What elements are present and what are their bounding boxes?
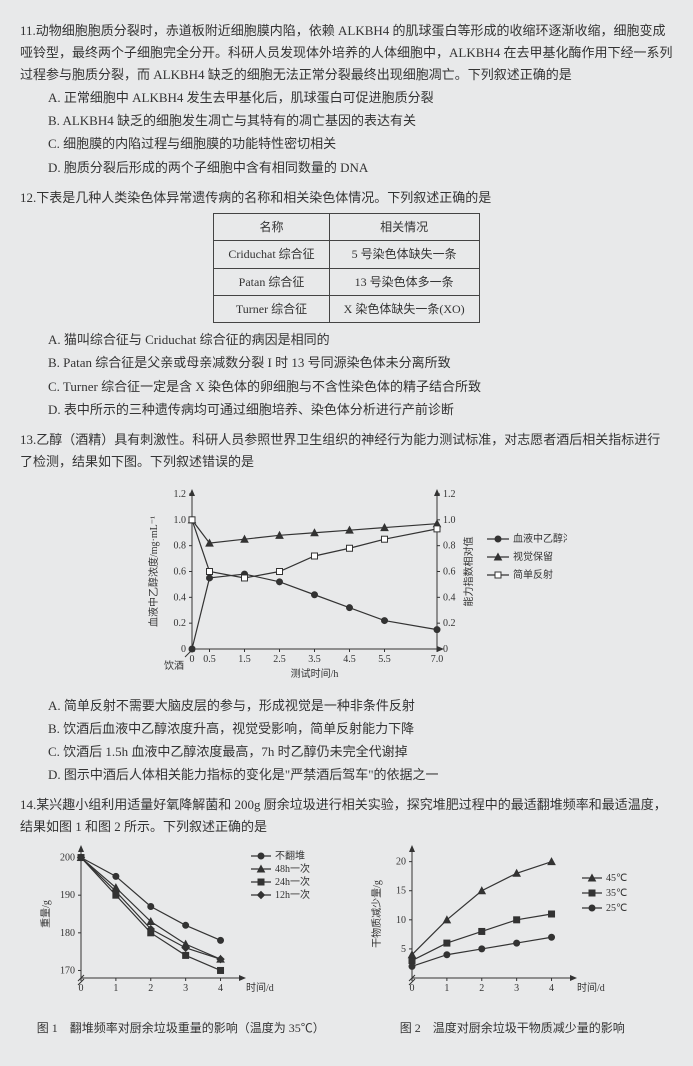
option-d: D. 图示中酒后人体相关能力指标的变化是"严禁酒后驾车"的依据之一 (20, 764, 673, 786)
th-info: 相关情况 (329, 213, 479, 240)
question-12: 12.下表是几种人类染色体异常遗传病的名称和相关染色体情况。下列叙述正确的是 名… (20, 187, 673, 421)
cell: Turner 综合征 (214, 295, 329, 322)
svg-text:0: 0 (189, 654, 194, 665)
question-14: 14.某兴趣小组利用适量好氧降解菌和 200g 厨余垃圾进行相关实验，探究堆肥过… (20, 794, 673, 1038)
svg-text:1.2: 1.2 (443, 489, 456, 500)
q-stem: 动物细胞胞质分裂时，赤道板附近细胞膜内陷，依赖 ALKBH4 的肌球蛋白等形成的… (20, 23, 673, 82)
svg-text:45℃: 45℃ (606, 873, 627, 884)
svg-text:能力指数相对值: 能力指数相对值 (462, 536, 475, 606)
svg-text:2: 2 (148, 983, 153, 994)
svg-text:5: 5 (401, 944, 406, 955)
svg-text:0.5: 0.5 (203, 654, 216, 665)
svg-text:0.8: 0.8 (173, 541, 186, 552)
q-stem: 下表是几种人类染色体异常遗传病的名称和相关染色体情况。下列叙述正确的是 (36, 190, 491, 205)
svg-text:4: 4 (218, 983, 223, 994)
q-number: 14. (20, 797, 36, 812)
svg-text:20: 20 (396, 857, 406, 868)
svg-text:0: 0 (443, 644, 448, 655)
svg-text:7.0: 7.0 (430, 654, 443, 665)
svg-text:190: 190 (60, 891, 75, 902)
svg-text:0.8: 0.8 (443, 541, 456, 552)
svg-text:10: 10 (396, 915, 406, 926)
question-13: 13.乙醇（酒精）具有刺激性。科研人员参照世界卫生组织的神经行为能力测试标准，对… (20, 429, 673, 787)
option-d: D. 表中所示的三种遗传病均可通过细胞培养、染色体分析进行产前诊断 (20, 399, 673, 421)
q-number: 11. (20, 23, 36, 38)
svg-text:不翻堆: 不翻堆 (275, 850, 305, 862)
th-name: 名称 (214, 213, 329, 240)
option-c: C. 细胞膜的内陷过程与细胞膜的功能特性密切相关 (20, 133, 673, 155)
svg-text:1: 1 (445, 983, 450, 994)
svg-text:血液中乙醇浓度/mg·mL⁻¹: 血液中乙醇浓度/mg·mL⁻¹ (147, 516, 160, 627)
svg-text:35℃: 35℃ (606, 888, 627, 899)
svg-text:0.2: 0.2 (173, 618, 186, 629)
svg-text:时间/d: 时间/d (246, 981, 274, 994)
option-a: A. 正常细胞中 ALKBH4 发生去甲基化后，肌球蛋白可促进胞质分裂 (20, 87, 673, 109)
svg-text:0: 0 (181, 644, 186, 655)
svg-text:重量/g: 重量/g (39, 901, 52, 929)
svg-text:0: 0 (78, 983, 83, 994)
svg-text:200: 200 (60, 853, 75, 864)
q-stem: 乙醇（酒精）具有刺激性。科研人员参照世界卫生组织的神经行为能力测试标准，对志愿者… (20, 432, 660, 469)
svg-text:2.5: 2.5 (273, 654, 286, 665)
cell: Criduchat 综合征 (214, 241, 329, 268)
svg-text:1: 1 (113, 983, 118, 994)
syndrome-table: 名称相关情况 Criduchat 综合征5 号染色体缺失一条 Patan 综合征… (213, 213, 479, 324)
chart2-caption: 图 2 温度对厨余垃圾干物质减少量的影响 (352, 1018, 674, 1038)
ethanol-chart: 000.20.20.40.40.60.60.80.81.01.01.21.200… (127, 479, 567, 689)
svg-text:血液中乙醇浓度: 血液中乙醇浓度 (513, 532, 567, 545)
svg-text:15: 15 (396, 886, 406, 897)
svg-text:0.2: 0.2 (443, 618, 456, 629)
svg-text:3.5: 3.5 (308, 654, 321, 665)
cell: 13 号染色体多一条 (329, 268, 479, 295)
svg-text:简单反射: 简单反射 (513, 568, 553, 581)
cell: 5 号染色体缺失一条 (329, 241, 479, 268)
option-d: D. 胞质分裂后形成的两个子细胞中含有相同数量的 DNA (20, 157, 673, 179)
q-stem: 某兴趣小组利用适量好氧降解菌和 200g 厨余垃圾进行相关实验，探究堆肥过程中的… (20, 797, 667, 834)
cell: Patan 综合征 (214, 268, 329, 295)
svg-text:测试时间/h: 测试时间/h (290, 667, 338, 680)
option-c: C. Turner 综合征一定是含 X 染色体的卵细胞与不含性染色体的精子结合所… (20, 376, 673, 398)
svg-text:0.6: 0.6 (443, 566, 456, 577)
svg-text:时间/d: 时间/d (577, 981, 605, 994)
svg-text:视觉保留: 视觉保留 (513, 550, 553, 563)
svg-text:0.4: 0.4 (443, 592, 456, 603)
chart1-caption: 图 1 翻堆频率对厨余垃圾重量的影响（温度为 35℃） (20, 1018, 342, 1038)
chart-2: 5 10 15 20 0 1 2 3 4 时间/d 干物质减少量/g 45℃ 35℃ 25℃ (362, 838, 662, 1008)
svg-text:5.5: 5.5 (378, 654, 391, 665)
svg-text:25℃: 25℃ (606, 903, 627, 914)
question-11: 11.动物细胞胞质分裂时，赤道板附近细胞膜内陷，依赖 ALKBH4 的肌球蛋白等… (20, 20, 673, 179)
svg-text:饮酒: 饮酒 (164, 659, 184, 672)
svg-text:4.5: 4.5 (343, 654, 356, 665)
option-b: B. ALKBH4 缺乏的细胞发生凋亡与其特有的凋亡基因的表达有关 (20, 110, 673, 132)
cell: X 染色体缺失一条(XO) (329, 295, 479, 322)
svg-text:3: 3 (183, 983, 188, 994)
svg-text:180: 180 (60, 928, 75, 939)
option-a: A. 猫叫综合征与 Criduchat 综合征的病因是相同的 (20, 329, 673, 351)
option-b: B. 饮酒后血液中乙醇浓度升高，视觉受影响，简单反射能力下降 (20, 718, 673, 740)
svg-text:1.0: 1.0 (443, 515, 456, 526)
svg-text:3: 3 (514, 983, 519, 994)
svg-text:24h一次: 24h一次 (275, 875, 310, 888)
svg-text:12h一次: 12h一次 (275, 888, 310, 901)
option-a: A. 简单反射不需要大脑皮层的参与，形成视觉是一种非条件反射 (20, 695, 673, 717)
svg-text:0: 0 (410, 983, 415, 994)
svg-text:4: 4 (549, 983, 554, 994)
option-c: C. 饮酒后 1.5h 血液中乙醇浓度最高，7h 时乙醇仍未完全代谢掉 (20, 741, 673, 763)
svg-text:1.0: 1.0 (173, 515, 186, 526)
q-number: 12. (20, 190, 36, 205)
svg-text:0.4: 0.4 (173, 592, 186, 603)
q-number: 13. (20, 432, 36, 447)
svg-text:0.6: 0.6 (173, 566, 186, 577)
chart-1: 170 180 190 200 0 1 2 3 4 时间/d 重量/g 不翻堆48h一次24h一次12… (31, 838, 331, 1008)
option-b: B. Patan 综合征是父亲或母亲减数分裂 I 时 13 号同源染色体未分离所… (20, 352, 673, 374)
svg-text:1.5: 1.5 (238, 654, 251, 665)
svg-text:2: 2 (480, 983, 485, 994)
svg-text:170: 170 (60, 966, 75, 977)
svg-text:干物质减少量/g: 干物质减少量/g (370, 881, 383, 949)
svg-text:48h一次: 48h一次 (275, 862, 310, 875)
svg-text:1.2: 1.2 (173, 489, 186, 500)
